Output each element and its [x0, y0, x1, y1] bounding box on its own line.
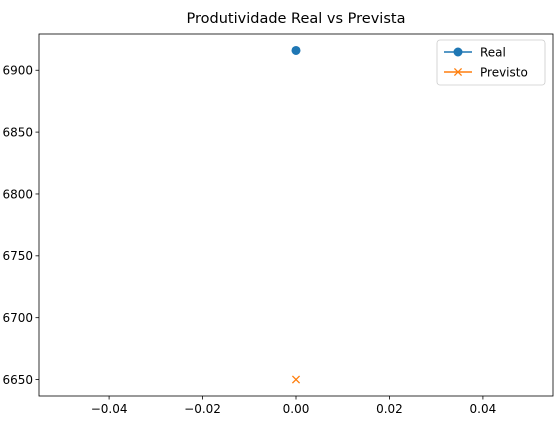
x-tick-label: 0.00 — [283, 402, 310, 416]
data-point-previsto — [291, 375, 301, 384]
y-tick-label: 6700 — [2, 311, 33, 325]
plot-frame — [38, 33, 554, 397]
legend-marker — [453, 67, 463, 77]
series-real — [291, 45, 301, 55]
y-tick-label: 6650 — [2, 373, 33, 387]
y-tick-label: 6750 — [2, 249, 33, 263]
y-tick-label: 6900 — [2, 64, 33, 78]
legend-label: Real — [480, 45, 506, 59]
legend-entry-previsto: Previsto — [444, 65, 528, 79]
legend-entry-real: Real — [444, 45, 506, 59]
series-layer — [291, 45, 301, 384]
x-axis: −0.04 −0.02 0.00 0.02 0.04 — [91, 396, 497, 416]
x-tick-label: −0.02 — [184, 402, 221, 416]
chart-title: Produtividade Real vs Prevista — [187, 11, 406, 27]
data-point-real — [291, 45, 301, 55]
x-tick-label: −0.04 — [91, 402, 128, 416]
legend-marker — [453, 47, 463, 57]
legend-label: Previsto — [480, 65, 528, 79]
y-axis: 6650 6700 6750 6800 6850 6900 — [2, 64, 39, 387]
legend: Real Previsto — [436, 39, 546, 86]
series-previsto — [291, 375, 301, 384]
x-tick-label: 0.04 — [470, 402, 497, 416]
y-tick-label: 6850 — [2, 125, 33, 139]
x-tick-label: 0.02 — [376, 402, 403, 416]
y-tick-label: 6800 — [2, 187, 33, 201]
plot-area — [38, 33, 554, 397]
